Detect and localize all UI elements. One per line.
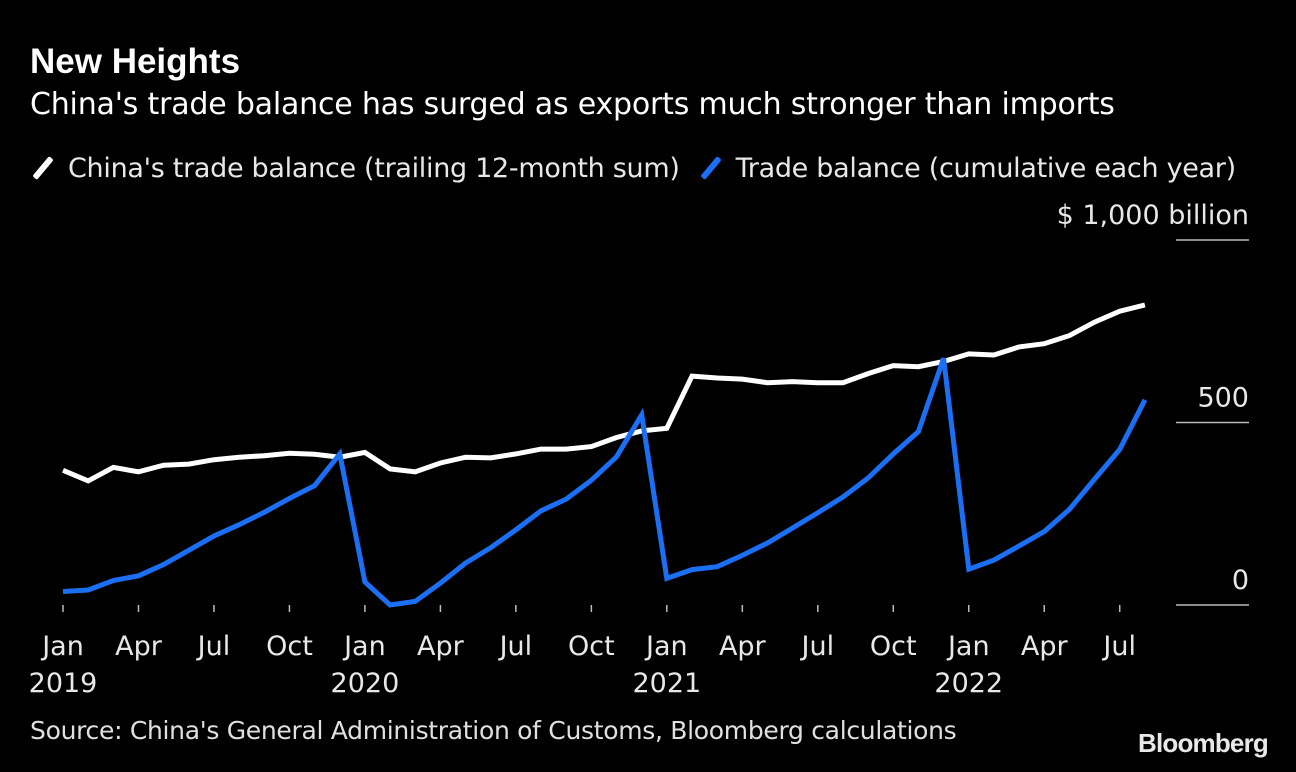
x-tick-label-apr: Apr [115,631,163,662]
series-line-trailing-12m [62,302,1146,484]
legend: China's trade balance (trailing 12-month… [30,148,1254,188]
y-tick-label-500: 500 [1197,383,1249,414]
x-tick-label-jul: Jul [498,631,533,662]
x-tick-year-2019: 2019 [29,668,98,699]
series-line-cumulative [62,357,1148,608]
x-tick-label-jan: Jan [342,631,386,662]
legend-item-cumulative: Trade balance (cumulative each year) [698,153,1236,184]
x-tick-label-jan: Jan [644,631,688,662]
x-tick-label-oct: Oct [870,631,917,662]
x-tick-label-jul: Jul [1101,631,1136,662]
x-tick-label-oct: Oct [266,631,313,662]
chart-title: New Heights [30,42,241,81]
legend-item-trailing: China's trade balance (trailing 12-month… [30,153,680,184]
x-tick-label-jul: Jul [800,631,835,662]
x-tick-label-apr: Apr [719,631,767,662]
x-tick-label-apr: Apr [1021,631,1069,662]
x-tick-label-jan: Jan [946,631,990,662]
y-tick-label-1000: $ 1,000 billion [1057,200,1249,231]
x-tick-label-apr: Apr [417,631,465,662]
chart-subtitle: China's trade balance has surged as expo… [30,87,1115,122]
legend-label-cumulative: Trade balance (cumulative each year) [735,152,1237,184]
x-tick-label-jul: Jul [196,631,231,662]
x-tick-label-oct: Oct [568,631,615,662]
legend-label-trailing: China's trade balance (trailing 12-month… [68,152,680,184]
x-tick-year-2021: 2021 [632,668,701,699]
y-tick-label-0: 0 [1232,565,1249,596]
source-note: Source: China's General Administration o… [30,716,957,745]
bloomberg-logo: Bloomberg [1137,728,1269,758]
x-tick-label-jan: Jan [40,631,84,662]
x-tick-year-2020: 2020 [331,668,400,699]
x-tick-year-2022: 2022 [934,668,1003,699]
